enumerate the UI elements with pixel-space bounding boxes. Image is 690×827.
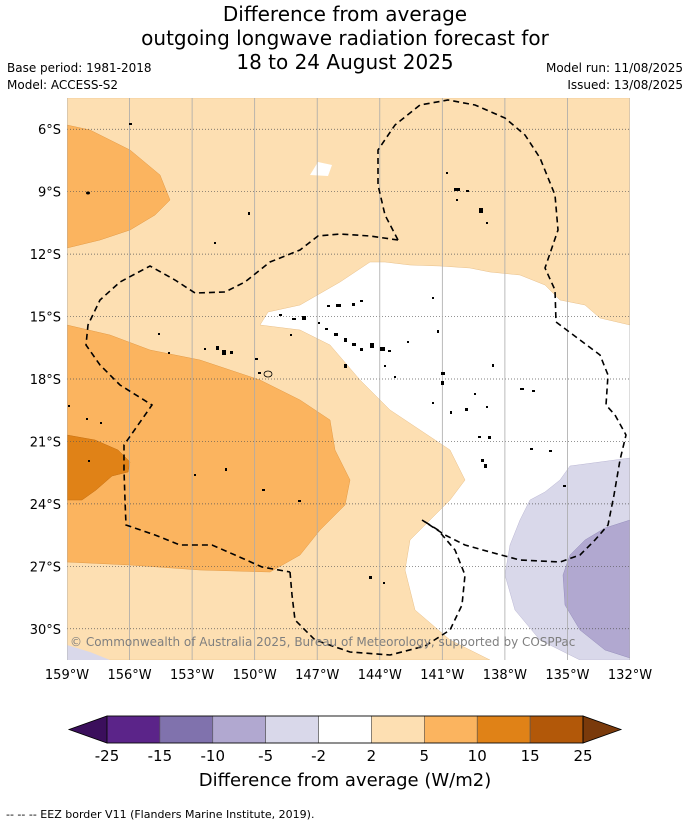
colorbar-bin	[318, 715, 372, 744]
colorbar-tick-label: -10	[201, 747, 226, 765]
model-name: Model: ACCESS-S2	[7, 78, 119, 92]
lat-tick-label: 30°S	[30, 623, 61, 638]
base-period: Base period: 1981-2018	[7, 61, 152, 75]
lon-tick-label: 156°W	[107, 668, 151, 683]
colorbar-tick-label: -15	[148, 747, 173, 765]
lon-tick-label: 138°W	[483, 668, 527, 683]
lon-tick-label: 135°W	[545, 668, 589, 683]
anomaly-region-5-to-10-north	[67, 124, 171, 249]
colorbar-tick-label: 10	[468, 747, 487, 765]
lon-tick-label: 141°W	[420, 668, 464, 683]
colorbar-bin	[212, 715, 266, 744]
issued-date: Issued: 13/08/2025	[567, 78, 683, 92]
lat-tick-label: 27°S	[30, 560, 61, 575]
colorbar-bin	[265, 715, 319, 744]
island-markers	[68, 123, 566, 584]
lat-tick-label: 6°S	[38, 123, 61, 138]
copyright-notice: © Commonwealth of Australia 2025, Bureau…	[70, 635, 575, 649]
colorbar-bin	[529, 715, 584, 744]
title-line-2: outgoing longwave radiation forecast for	[141, 26, 549, 50]
anomaly-region-10-to-15	[67, 434, 131, 501]
colorbar-frame	[106, 715, 584, 744]
map-plot-area: © Commonwealth of Australia 2025, Bureau…	[67, 98, 630, 660]
lon-tick-label: 153°W	[170, 668, 214, 683]
eez-border-cook-islands	[85, 233, 399, 573]
lon-tick-label: 147°W	[295, 668, 339, 683]
colorbar-bin	[106, 715, 161, 744]
colorbar-title: Difference from average (W/m2)	[198, 770, 492, 791]
map-title: Difference from average outgoing longwav…	[0, 2, 690, 74]
colorbar-under-arrow	[67, 715, 108, 744]
title-line-1: Difference from average	[222, 2, 468, 26]
anomaly-region-5-to-10-south	[67, 324, 351, 573]
lat-tick-label: 12°S	[30, 248, 61, 263]
colorbar-tick-label: -2	[311, 747, 326, 765]
lon-tick-label: 159°W	[45, 668, 89, 683]
lon-tick-label: 132°W	[608, 668, 652, 683]
colorbar-bin	[371, 715, 425, 744]
lat-tick-label: 24°S	[30, 498, 61, 513]
lon-tick-label: 144°W	[358, 668, 402, 683]
model-run: Model run: 11/08/2025	[545, 61, 683, 75]
title-line-3: 18 to 24 August 2025	[236, 50, 454, 74]
anomaly-region-2-to-5-gap	[310, 162, 332, 176]
colorbar-tick-label: 15	[521, 747, 540, 765]
lat-tick-label: 9°S	[38, 186, 61, 201]
colorbar-bin	[476, 715, 531, 744]
colorbar-tick-label: 25	[573, 747, 592, 765]
meta-left: Base period: 1981-2018 Model: ACCESS-S2	[7, 60, 152, 94]
map-gridlines	[67, 98, 630, 660]
colorbar: -25 -15 -10 -5 -2 2 5 10 15 25	[67, 715, 623, 765]
lat-tick-label: 21°S	[30, 435, 61, 450]
eez-border-south	[289, 519, 466, 656]
eez-border-note: -- -- -- EEZ border V11 (Flanders Marine…	[6, 808, 315, 821]
colorbar-tick-label: 2	[367, 747, 377, 765]
meta-right: Model run: 11/08/2025 Issued: 13/08/2025	[546, 60, 683, 94]
colorbar-bin	[424, 715, 478, 744]
lat-tick-label: 15°S	[30, 311, 61, 326]
colorbar-bin	[159, 715, 214, 744]
colorbar-tick-label: -25	[95, 747, 120, 765]
anomaly-region-minus2-to-minus5-sw	[67, 645, 110, 660]
lon-tick-label: 150°W	[233, 668, 277, 683]
lat-tick-label: 18°S	[30, 373, 61, 388]
eez-border-northeast	[377, 99, 627, 563]
longitude-axis: 159°W 156°W 153°W 150°W 147°W 144°W 141°W 138°W…	[45, 668, 652, 683]
colorbar-tick-label: 5	[420, 747, 430, 765]
colorbar-over-arrow	[582, 715, 623, 744]
colorbar-tick-label: -5	[258, 747, 273, 765]
latitude-axis: 6°S 9°S 12°S 15°S 18°S 21°S 24°S 27°S 30°S	[30, 123, 61, 638]
